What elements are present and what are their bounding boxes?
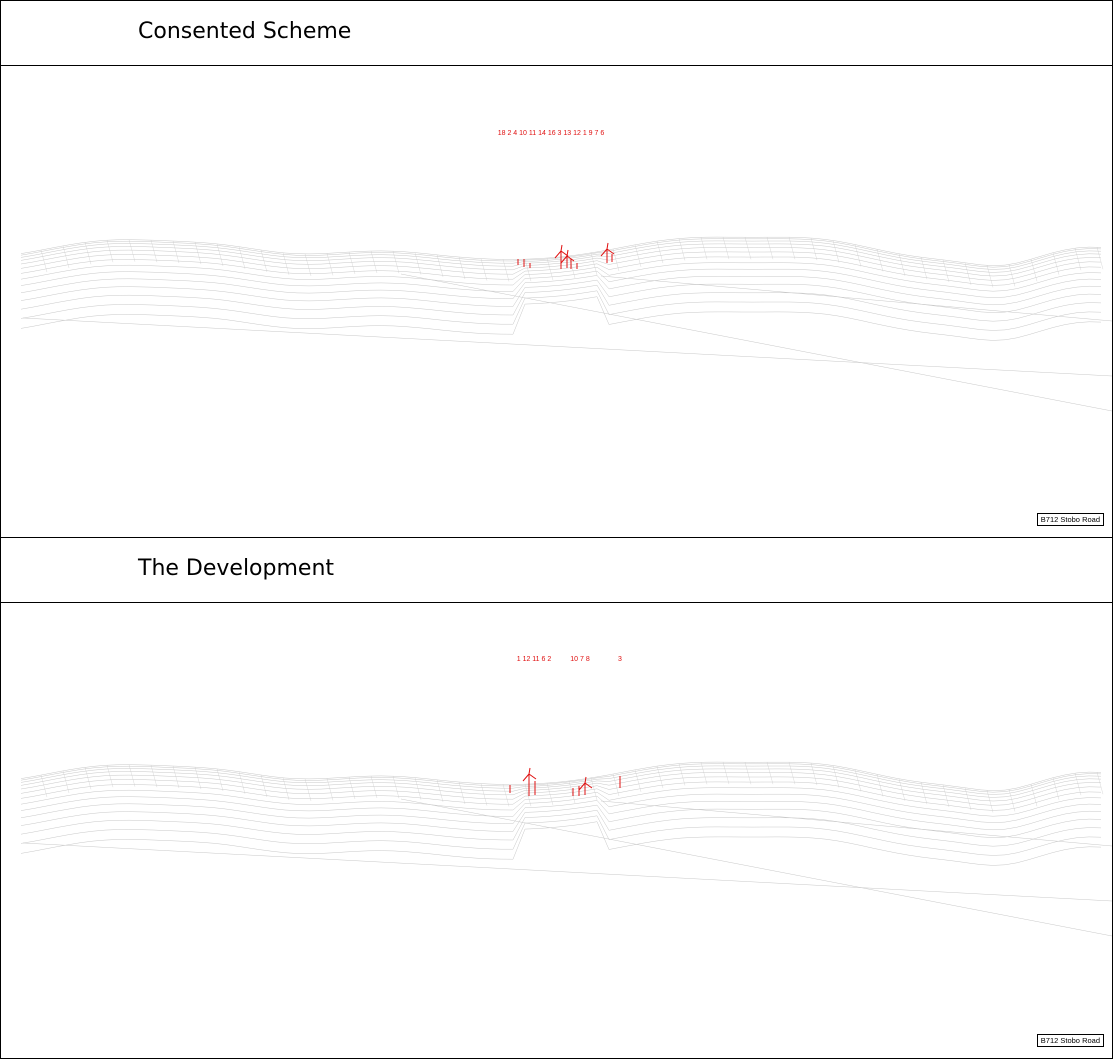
terrain-line (151, 240, 157, 262)
terrain-line (23, 843, 1112, 901)
terrain-line (129, 765, 135, 787)
terrain-line (151, 765, 157, 787)
terrain-line (401, 274, 1112, 411)
terrain-line (21, 285, 1101, 321)
terrain-line (481, 784, 487, 806)
terrain-line (877, 249, 883, 271)
terrain-line (21, 816, 1101, 856)
terrain-line (21, 269, 1101, 298)
terrain-line (701, 762, 707, 784)
terrain-line (21, 773, 1101, 802)
terrain-line (877, 774, 883, 796)
terrain-line (21, 291, 1101, 331)
turbine-number-labels-development-group-1: 1 12 11 6 2 (517, 656, 552, 663)
terrain-line (23, 318, 1112, 376)
terrain-line (855, 245, 861, 267)
turbine-number-labels-consented: 18 2 4 10 11 14 16 3 13 12 1 9 7 6 (498, 130, 605, 137)
wireframe-panel-development: 1 12 11 6 2 10 7 8 3 B712 Stobo Road (1, 603, 1112, 1058)
panel-header-consented: Consented Scheme (1, 1, 1112, 66)
terrain-line (701, 237, 707, 259)
terrain-line (855, 770, 861, 792)
turbine-number-labels-development-group-3: 3 (618, 656, 622, 663)
terrain-line (371, 776, 377, 798)
terrain-line (745, 762, 751, 784)
terrain-line (195, 767, 201, 789)
terrain-line (393, 251, 399, 273)
terrain-line (767, 762, 773, 784)
terrain-line (789, 762, 795, 784)
terrain-line (305, 779, 311, 801)
terrain-line (767, 237, 773, 259)
terrain-line (525, 259, 531, 281)
terrain-line (21, 794, 1101, 823)
terrain-line (21, 810, 1101, 846)
terrain-line (503, 259, 509, 281)
terrain-wireframe-consented: 18 2 4 10 11 14 16 3 13 12 1 9 7 6 (1, 66, 1112, 537)
terrain-line (789, 237, 795, 259)
terrain-line (173, 241, 179, 263)
terrain-line (481, 259, 487, 281)
terrain-line (745, 237, 751, 259)
terrain-line (987, 790, 993, 812)
turbine-glyph (523, 768, 536, 796)
terrain-line (525, 784, 531, 806)
panel-title-development: The Development (138, 554, 334, 584)
terrain-line (173, 766, 179, 788)
terrain-line (371, 251, 377, 273)
terrain-line (21, 788, 1101, 817)
terrain-line (723, 762, 729, 784)
wireframe-panel-consented: 18 2 4 10 11 14 16 3 13 12 1 9 7 6 B712 … (1, 66, 1112, 537)
terrain-line (195, 242, 201, 264)
terrain-line (401, 799, 1112, 936)
panel-header-development: The Development (1, 538, 1112, 603)
terrain-line (987, 265, 993, 287)
terrain-line (107, 765, 113, 787)
terrain-line (723, 237, 729, 259)
terrain-line (349, 777, 355, 799)
terrain-line (503, 784, 509, 806)
location-label-consented: B712 Stobo Road (1037, 513, 1104, 526)
turbine-number-labels-development-group-2: 10 7 8 (570, 656, 590, 663)
terrain-line (1097, 247, 1103, 269)
terrain-line (21, 822, 1101, 866)
turbine-glyph (579, 777, 592, 795)
panel-title-consented: Consented Scheme (138, 17, 351, 47)
terrain-wireframe-development: 1 12 11 6 2 10 7 8 3 (1, 603, 1112, 1058)
terrain-line (21, 297, 1101, 341)
terrain-line (349, 252, 355, 274)
terrain-line (601, 801, 1112, 846)
terrain-line (21, 769, 1101, 798)
terrain-line (393, 776, 399, 798)
terrain-line (107, 240, 113, 262)
terrain-line (129, 240, 135, 262)
terrain-line (1097, 772, 1103, 794)
location-label-development: B712 Stobo Road (1037, 1034, 1104, 1047)
terrain-line (601, 276, 1112, 321)
terrain-line (305, 254, 311, 276)
terrain-line (21, 766, 1101, 795)
